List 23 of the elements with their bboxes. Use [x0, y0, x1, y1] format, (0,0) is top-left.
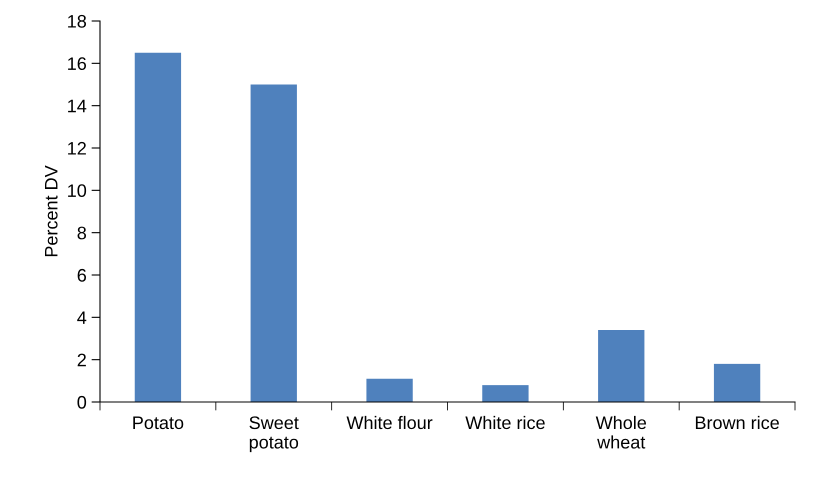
x-tick-label: Brown rice: [696, 416, 779, 430]
bar: [598, 330, 644, 402]
y-tick-label: 8: [78, 226, 86, 240]
bar: [134, 52, 182, 402]
x-tick-label: White flour: [346, 416, 432, 430]
y-tick-label: 4: [77, 311, 86, 324]
y-tick-label: 14: [68, 100, 86, 112]
y-tick-label: 16: [68, 57, 86, 70]
y-axis-title: Percent DV: [45, 165, 58, 256]
x-tick-label: Potato: [133, 416, 184, 430]
x-tick-label: Sweet potato: [249, 416, 299, 452]
y-tick-label: 0: [77, 396, 86, 409]
x-tick-label: White rice: [465, 416, 545, 430]
y-tick-label: 6: [78, 268, 86, 282]
bar: [366, 378, 413, 402]
y-tick-label: 18: [68, 14, 86, 28]
y-tick-label: 10: [68, 184, 86, 198]
y-tick-label: 2: [78, 354, 86, 366]
bar: [714, 364, 760, 402]
bar: [250, 84, 297, 402]
x-tick-label: Whole wheat: [596, 416, 646, 449]
bar: [482, 385, 529, 402]
y-tick-label: 12: [68, 142, 86, 155]
